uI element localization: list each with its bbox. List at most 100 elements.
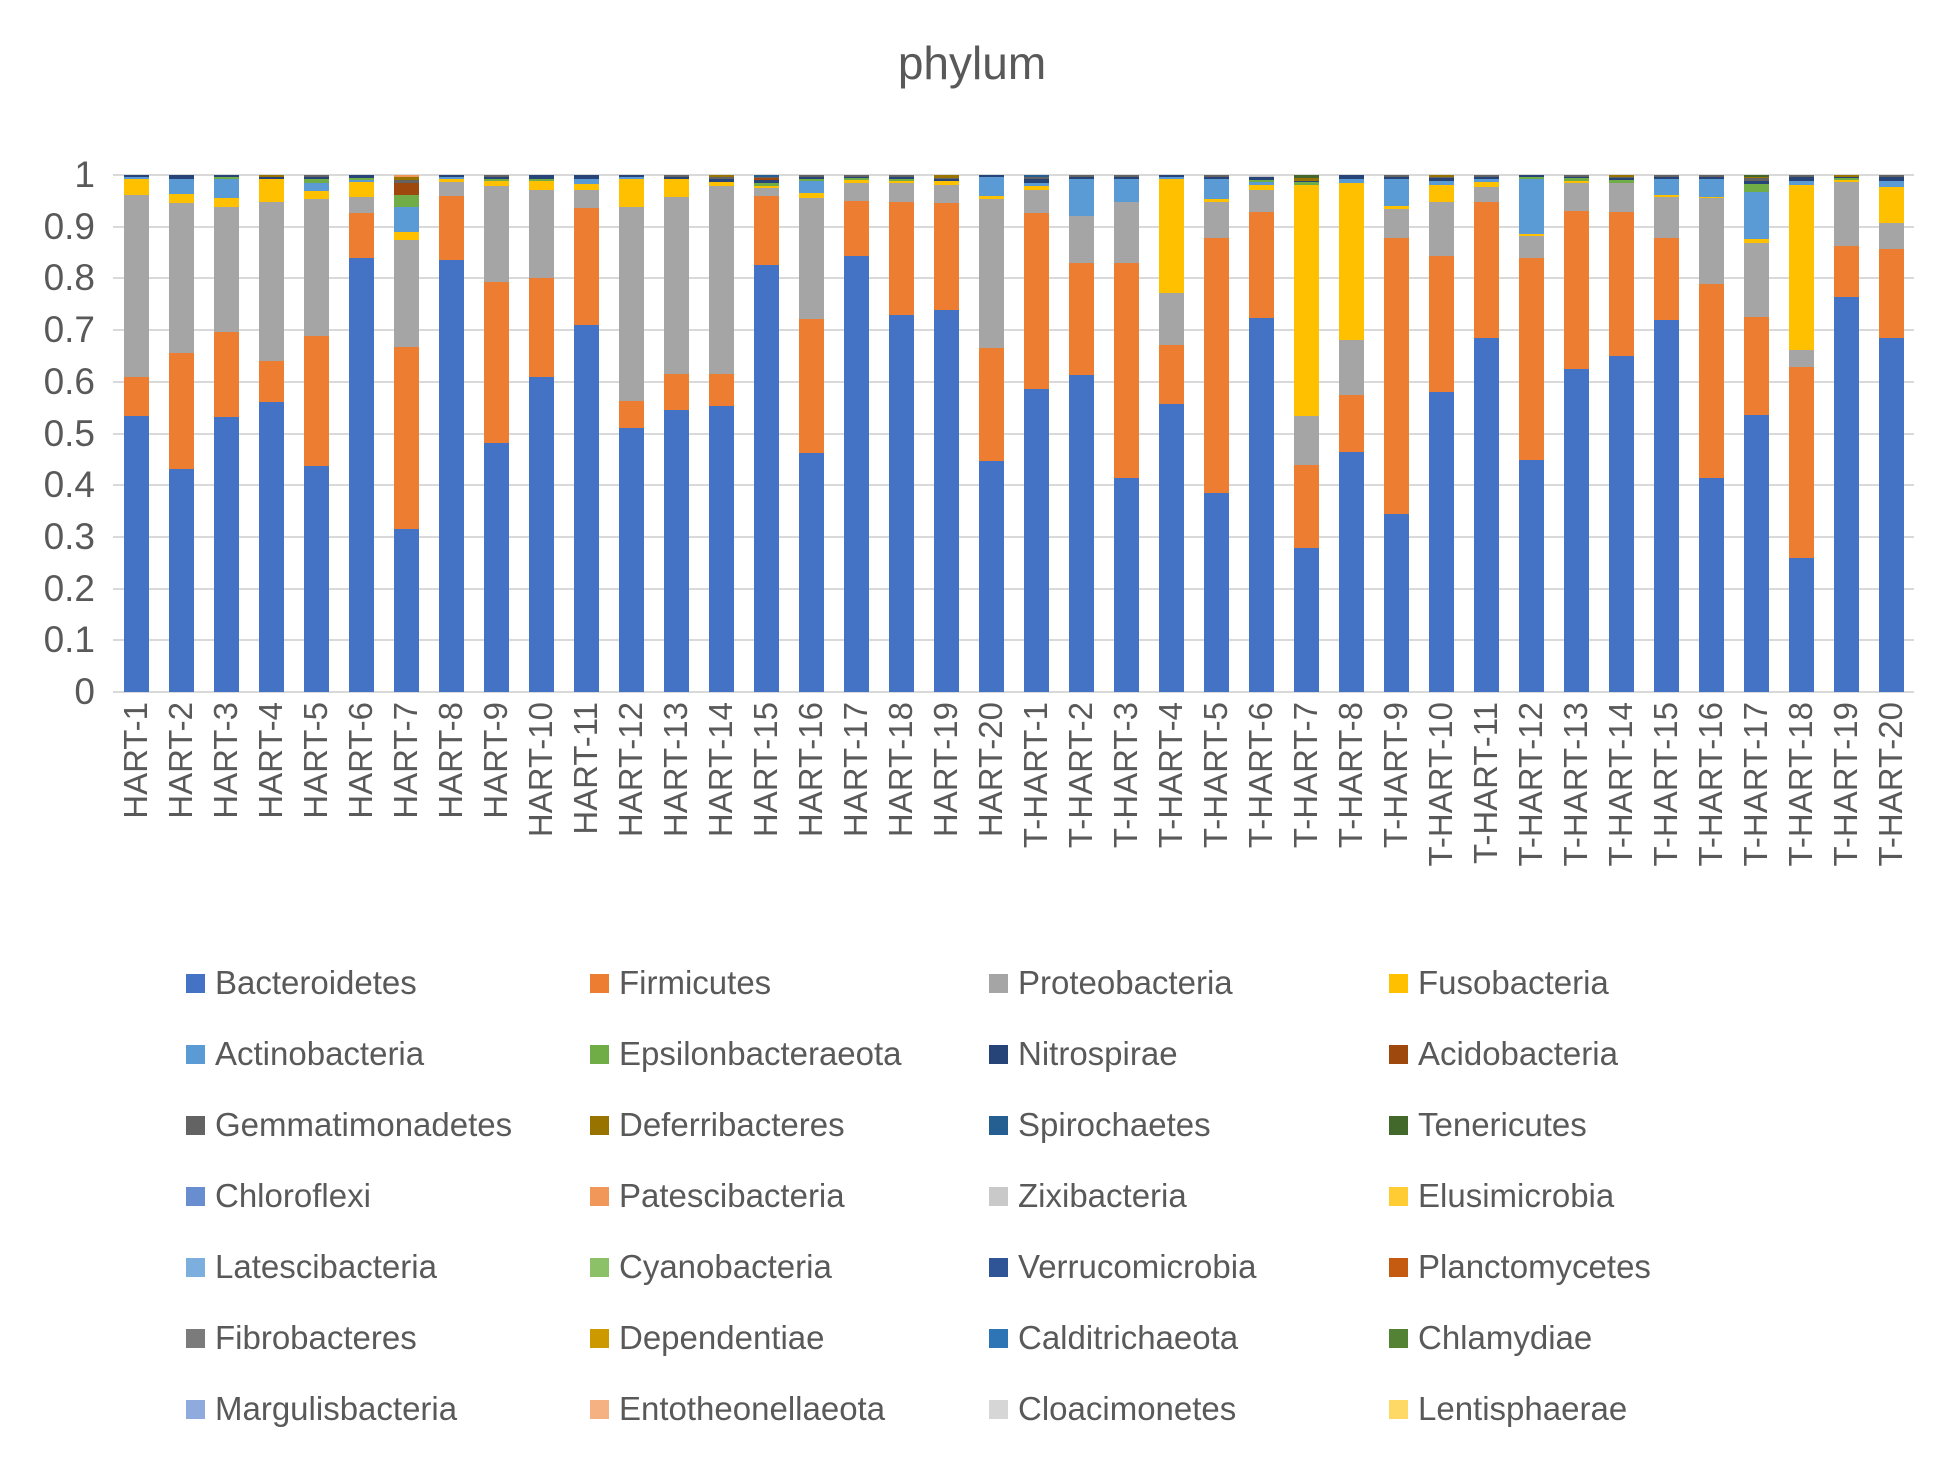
- bar-segment-HART-7-Epsilonbacteraeota: [393, 195, 419, 208]
- x-axis-label-T-HART-5: T-HART-5: [1197, 702, 1234, 849]
- bar-segment-HART-17-Firmicutes: [843, 200, 869, 257]
- bar-segment-HART-16-Epsilonbacteraeota: [798, 178, 824, 181]
- bar-segment-T-HART-11-Fusobacteria: [1473, 181, 1499, 187]
- bar-segment-T-HART-6-Bacteroidetes: [1248, 318, 1274, 692]
- bar-HART-13: [663, 175, 689, 692]
- bar-segment-T-HART-17-Tenericutes: [1743, 175, 1769, 177]
- x-axis-label-HART-10: HART-10: [522, 702, 559, 838]
- bar-segment-HART-19-Nitrospirae: [933, 179, 959, 181]
- bar-segment-HART-11-Fusobacteria: [573, 184, 599, 190]
- bar-segment-T-HART-3-Bacteroidetes: [1113, 478, 1139, 692]
- bar-segment-T-HART-4-Proteobacteria: [1158, 293, 1184, 346]
- bar-segment-HART-15-Spirochaetes: [753, 175, 779, 177]
- bar-segment-HART-7-Proteobacteria: [393, 240, 419, 347]
- bar-HART-1: [123, 175, 149, 692]
- bar-segment-T-HART-3-Firmicutes: [1113, 263, 1139, 479]
- bar-segment-HART-1-Nitrospirae: [123, 175, 149, 177]
- bar-segment-HART-15-Acidobacteria: [753, 178, 779, 181]
- x-axis-label-HART-14: HART-14: [702, 702, 739, 838]
- legend-swatch-Epsilonbacteraeota: [590, 1044, 609, 1064]
- bar-segment-HART-13-Proteobacteria: [663, 197, 689, 374]
- x-axis-label-HART-4: HART-4: [252, 702, 289, 819]
- bar-segment-HART-14-Firmicutes: [708, 373, 734, 407]
- legend-swatch-Tenericutes: [1389, 1115, 1408, 1135]
- bar-segment-HART-3-Epsilonbacteraeota: [213, 176, 239, 179]
- legend-swatch-Elusimicrobia: [1389, 1186, 1408, 1206]
- bar-segment-HART-17-Proteobacteria: [843, 182, 869, 201]
- bar-segment-HART-7-Fusobacteria: [393, 231, 419, 241]
- bar-segment-HART-4-Nitrospirae: [258, 177, 284, 179]
- bar-segment-T-HART-15-Gemmatimonadetes: [1653, 175, 1679, 177]
- bar-segment-T-HART-17-Proteobacteria: [1743, 243, 1769, 317]
- bar-segment-T-HART-16-Gemmatimonadetes: [1698, 175, 1724, 177]
- bar-segment-T-HART-7-Nitrospirae: [1293, 180, 1319, 183]
- bar-segment-T-HART-15-Firmicutes: [1653, 237, 1679, 320]
- x-axis-label-T-HART-20: T-HART-20: [1872, 702, 1909, 867]
- bar-segment-T-HART-6-Zixibacteria: [1248, 175, 1274, 178]
- bar-segment-T-HART-9-Proteobacteria: [1383, 209, 1409, 238]
- bar-segment-HART-10-Proteobacteria: [528, 190, 554, 278]
- bar-segment-HART-4-Deferribacteres: [258, 175, 284, 178]
- legend-item-Patescibacteria: Patescibacteria: [590, 1177, 989, 1214]
- bar-segment-HART-6-Bacteroidetes: [348, 257, 374, 692]
- bar-segment-HART-13-Fusobacteria: [663, 179, 689, 198]
- bar-HART-6: [348, 175, 374, 692]
- bar-segment-T-HART-11-Gemmatimonadetes: [1473, 175, 1499, 177]
- bar-segment-HART-13-Gemmatimonadetes: [663, 175, 689, 178]
- legend-item-Firmicutes: Firmicutes: [590, 964, 989, 1001]
- bar-segment-T-HART-15-Bacteroidetes: [1653, 319, 1679, 692]
- bar-segment-HART-19-Proteobacteria: [933, 184, 959, 204]
- bar-segment-T-HART-18-Firmicutes: [1788, 367, 1814, 559]
- bar-segment-HART-14-Bacteroidetes: [708, 406, 734, 692]
- bar-segment-T-HART-9-Nitrospirae: [1383, 176, 1409, 180]
- bar-segment-HART-9-Proteobacteria: [483, 186, 509, 282]
- bar-segment-HART-17-Fusobacteria: [843, 180, 869, 183]
- x-axis-label-HART-16: HART-16: [792, 702, 829, 838]
- bar-segment-HART-1-Actinobacteria: [123, 176, 149, 180]
- bar-segment-T-HART-6-Actinobacteria: [1248, 182, 1274, 186]
- bar-T-HART-14: [1608, 175, 1634, 692]
- x-axis-label-T-HART-2: T-HART-2: [1062, 702, 1099, 849]
- bar-segment-HART-15-Fusobacteria: [753, 185, 779, 188]
- legend-label-Gemmatimonadetes: Gemmatimonadetes: [215, 1106, 513, 1143]
- bar-HART-4: [258, 175, 284, 692]
- bar-segment-T-HART-12-Fusobacteria: [1518, 233, 1544, 237]
- bar-segment-T-HART-19-Bacteroidetes: [1833, 296, 1859, 692]
- bar-segment-HART-3-Proteobacteria: [213, 206, 239, 333]
- legend-item-Planctomycetes: Planctomycetes: [1389, 1248, 1651, 1285]
- bar-segment-T-HART-18-Actinobacteria: [1788, 181, 1814, 185]
- bar-segment-T-HART-18-Proteobacteria: [1788, 349, 1814, 368]
- legend-item-Elusimicrobia: Elusimicrobia: [1389, 1177, 1651, 1214]
- bar-segment-T-HART-5-Firmicutes: [1203, 238, 1229, 494]
- bar-T-HART-9: [1383, 175, 1409, 692]
- x-axis-label-HART-19: HART-19: [927, 702, 964, 838]
- x-axis-label-HART-7: HART-7: [387, 702, 424, 819]
- bar-segment-T-HART-14-Firmicutes: [1608, 211, 1634, 357]
- y-tick-label-0.3: 0.3: [43, 515, 95, 557]
- bar-segment-T-HART-11-Firmicutes: [1473, 202, 1499, 339]
- bar-segment-HART-16-Bacteroidetes: [798, 452, 824, 692]
- legend-swatch-Zixibacteria: [989, 1186, 1008, 1206]
- y-tick-label-0.7: 0.7: [43, 309, 95, 351]
- bar-T-HART-11: [1473, 175, 1499, 692]
- bar-segment-T-HART-3-Gemmatimonadetes: [1113, 175, 1139, 177]
- bar-segment-T-HART-13-Gemmatimonadetes: [1563, 175, 1589, 177]
- legend-swatch-Lentisphaerae: [1389, 1399, 1408, 1419]
- x-axis-label-T-HART-15: T-HART-15: [1647, 702, 1684, 867]
- bar-segment-HART-6-Proteobacteria: [348, 197, 374, 214]
- chart-title: phylum: [897, 37, 1047, 89]
- y-tick-label-0.4: 0.4: [43, 464, 95, 506]
- legend-label-Elusimicrobia: Elusimicrobia: [1418, 1177, 1615, 1214]
- bar-segment-T-HART-15-Actinobacteria: [1653, 179, 1679, 195]
- gridline-0.1: [113, 639, 1914, 642]
- legend-label-Bacteroidetes: Bacteroidetes: [215, 964, 417, 1001]
- bar-segment-HART-3-Bacteroidetes: [213, 416, 239, 692]
- bar-segment-T-HART-18-Fusobacteria: [1788, 184, 1814, 350]
- bar-segment-HART-15-Firmicutes: [753, 195, 779, 265]
- bar-segment-T-HART-19-Fusobacteria: [1833, 179, 1859, 182]
- bar-segment-T-HART-10-Actinobacteria: [1428, 181, 1454, 185]
- legend-label-Actinobacteria: Actinobacteria: [215, 1035, 425, 1072]
- legend-swatch-Proteobacteria: [989, 973, 1008, 993]
- bar-segment-T-HART-7-Tenericutes: [1293, 175, 1319, 178]
